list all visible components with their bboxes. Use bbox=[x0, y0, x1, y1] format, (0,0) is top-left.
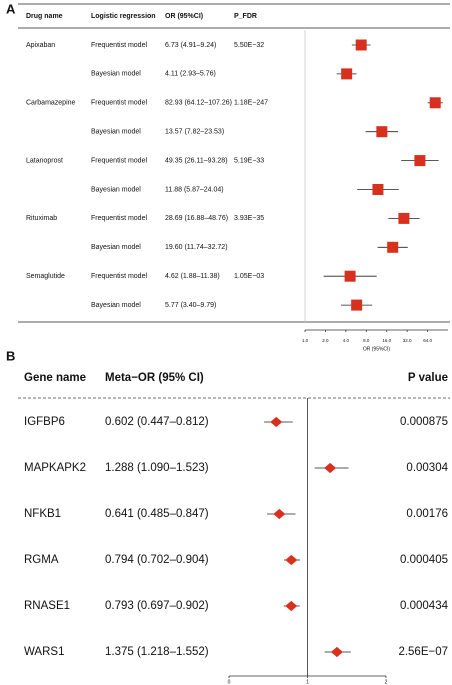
point-estimate bbox=[398, 212, 410, 224]
or-label: 49.35 (26.11–93.28) bbox=[165, 157, 228, 164]
or-label: 1.375 (1.218–1.552) bbox=[105, 646, 209, 658]
column-header: Meta−OR (95% CI) bbox=[105, 372, 204, 384]
or-label: 19.60 (11.74–32.72) bbox=[165, 244, 228, 251]
point-estimate bbox=[387, 241, 399, 253]
p-value: 0.000875 bbox=[400, 416, 448, 428]
model-label: Bayesian model bbox=[91, 129, 141, 136]
or-label: 6.73 (4.91–9.24) bbox=[165, 42, 216, 49]
point-estimate bbox=[330, 646, 343, 658]
point-estimate bbox=[285, 600, 298, 612]
x-tick-label: 2.0 bbox=[322, 338, 329, 343]
or-label: 28.69 (16.88–48.76) bbox=[165, 215, 228, 222]
x-tick-label: 16.0 bbox=[382, 338, 391, 343]
p-value: 3.93E−35 bbox=[234, 215, 264, 222]
p-value: 2.56E−07 bbox=[398, 646, 448, 658]
model-label: Frequentist model bbox=[91, 157, 147, 164]
row-label: Carbamazepine bbox=[26, 100, 76, 107]
column-header: P_FDR bbox=[234, 13, 257, 20]
p-value: 0.00304 bbox=[406, 462, 448, 474]
model-label: Bayesian model bbox=[91, 186, 141, 193]
model-label: Frequentist model bbox=[91, 215, 147, 222]
row-label: MAPKAPK2 bbox=[24, 462, 86, 474]
x-tick-label: 1 bbox=[306, 679, 309, 685]
row-label: Latanoprost bbox=[26, 157, 63, 164]
model-label: Frequentist model bbox=[91, 273, 147, 280]
column-header: Gene name bbox=[24, 372, 86, 384]
point-estimate bbox=[429, 97, 441, 109]
p-value: 5.19E−33 bbox=[234, 157, 264, 164]
or-label: 13.57 (7.82–23.53) bbox=[165, 129, 224, 136]
x-tick-label: 0 bbox=[228, 679, 231, 685]
point-estimate bbox=[273, 508, 286, 520]
or-label: 5.77 (3.40–9.79) bbox=[165, 302, 216, 309]
row-label: IGFBP6 bbox=[24, 416, 65, 428]
or-label: 4.62 (1.88–11.38) bbox=[165, 273, 220, 280]
x-axis-label: OR (95%CI) bbox=[363, 346, 391, 352]
point-estimate bbox=[324, 462, 337, 474]
p-value: 0.000434 bbox=[400, 600, 449, 612]
model-label: Frequentist model bbox=[91, 100, 147, 107]
point-estimate bbox=[341, 68, 353, 80]
column-header: Drug name bbox=[26, 13, 63, 20]
x-tick-label: 32.0 bbox=[403, 338, 412, 343]
point-estimate bbox=[285, 554, 298, 566]
point-estimate bbox=[270, 416, 283, 428]
point-estimate bbox=[355, 39, 367, 51]
or-label: 1.288 (1.090–1.523) bbox=[105, 462, 209, 474]
row-label: RNASE1 bbox=[24, 600, 70, 612]
column-header: P value bbox=[408, 372, 448, 384]
model-label: Frequentist model bbox=[91, 42, 147, 49]
or-label: 0.641 (0.485–0.847) bbox=[105, 508, 209, 520]
row-label: NFKB1 bbox=[24, 508, 61, 520]
row-label: RGMA bbox=[24, 554, 59, 566]
panel-letter: B bbox=[6, 348, 15, 363]
or-label: 0.793 (0.697–0.902) bbox=[105, 600, 209, 612]
p-value: 0.00176 bbox=[406, 508, 448, 520]
row-label: Apixaban bbox=[26, 42, 55, 49]
x-tick-label: 4.0 bbox=[343, 338, 350, 343]
x-tick-label: 8.0 bbox=[363, 338, 370, 343]
point-estimate bbox=[414, 155, 426, 167]
point-estimate bbox=[372, 184, 384, 195]
panel-letter: A bbox=[6, 1, 16, 16]
p-value: 1.18E−247 bbox=[234, 100, 268, 107]
point-estimate bbox=[376, 126, 388, 138]
column-header: OR (95%CI) bbox=[165, 13, 203, 20]
or-label: 0.794 (0.702–0.904) bbox=[105, 554, 209, 566]
model-label: Bayesian model bbox=[91, 302, 141, 309]
x-tick-label: 2 bbox=[385, 679, 388, 685]
point-estimate bbox=[344, 270, 356, 282]
model-label: Bayesian model bbox=[91, 71, 141, 78]
or-label: 11.88 (5.87–24.04) bbox=[165, 186, 224, 193]
or-label: 0.602 (0.447–0.812) bbox=[105, 416, 209, 428]
row-label: Semaglutide bbox=[26, 273, 65, 280]
p-value: 5.50E−32 bbox=[234, 42, 264, 49]
x-tick-label: 64.0 bbox=[423, 338, 432, 343]
p-value: 0.000405 bbox=[400, 554, 448, 566]
row-label: Rituximab bbox=[26, 215, 57, 222]
p-value: 1.05E−03 bbox=[234, 273, 264, 280]
model-label: Bayesian model bbox=[91, 244, 141, 251]
point-estimate bbox=[351, 299, 363, 311]
or-label: 4.11 (2.93–5.76) bbox=[165, 71, 216, 78]
column-header: Logistic regression bbox=[91, 13, 156, 20]
x-tick-label: 1.0 bbox=[302, 338, 309, 343]
or-label: 82.93 (64.12–107.26) bbox=[165, 100, 232, 107]
row-label: WARS1 bbox=[24, 646, 64, 658]
